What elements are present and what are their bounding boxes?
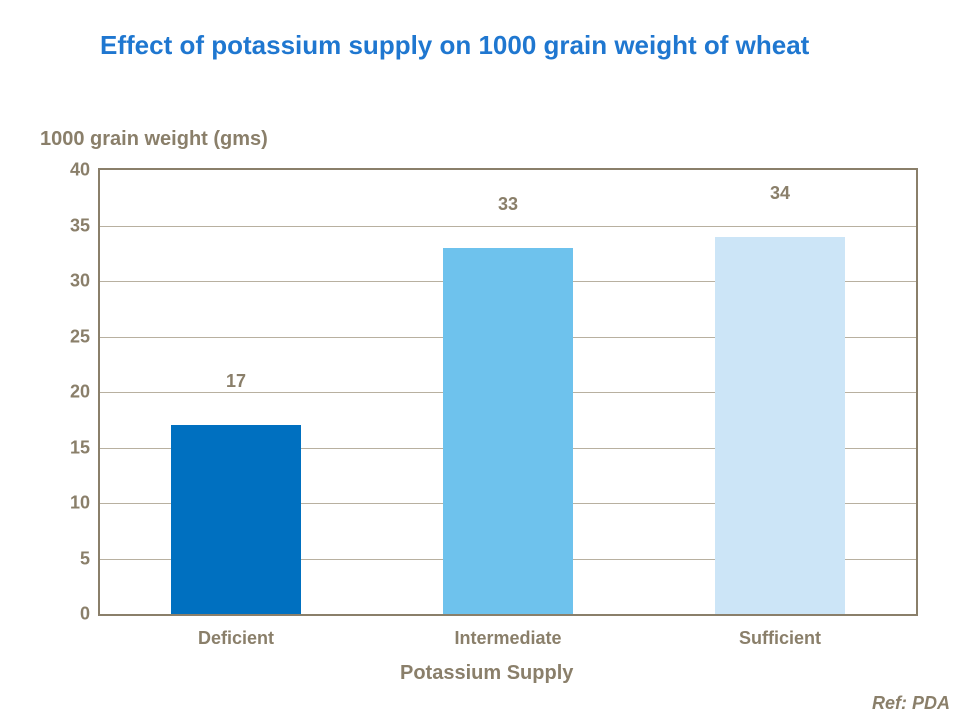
chart-plot-area: 051015202530354017Deficient33Intermediat… [98, 168, 918, 616]
bar-value-label: 33 [498, 194, 518, 221]
grid-line [100, 226, 916, 227]
y-tick-label: 10 [70, 493, 100, 514]
plot-wrap: 051015202530354017Deficient33Intermediat… [98, 168, 918, 616]
chart-title: Effect of potassium supply on 1000 grain… [100, 28, 820, 63]
y-tick-label: 25 [70, 326, 100, 347]
x-tick-label: Intermediate [454, 614, 561, 649]
y-tick-label: 5 [80, 548, 100, 569]
bar [443, 248, 574, 614]
y-axis-label: 1000 grain weight (gms) [40, 128, 268, 151]
bar [171, 425, 302, 614]
reference-text: Ref: PDA [872, 693, 950, 714]
y-tick-label: 0 [80, 604, 100, 625]
y-tick-label: 35 [70, 215, 100, 236]
x-tick-label: Deficient [198, 614, 274, 649]
y-tick-label: 40 [70, 160, 100, 181]
y-tick-label: 20 [70, 382, 100, 403]
y-tick-label: 15 [70, 437, 100, 458]
x-tick-label: Sufficient [739, 614, 821, 649]
y-tick-label: 30 [70, 271, 100, 292]
x-axis-label: Potassium Supply [400, 662, 573, 685]
bar-value-label: 17 [226, 371, 246, 398]
bar-value-label: 34 [770, 183, 790, 210]
bar [715, 237, 846, 614]
